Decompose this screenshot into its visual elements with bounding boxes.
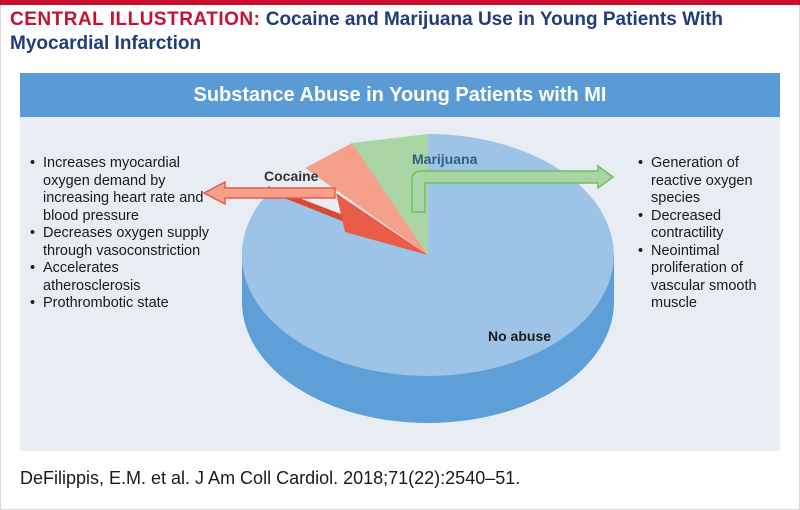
- label-cocaine: Cocaine: [264, 168, 319, 184]
- cocaine-effect-item: Increases myocardial oxygen demand by in…: [30, 155, 215, 225]
- citation: DeFilippis, E.M. et al. J Am Coll Cardio…: [20, 468, 521, 488]
- panel-banner: Substance Abuse in Young Patients with M…: [20, 73, 780, 117]
- cocaine-effect-item: Decreases oxygen supply through vasocons…: [30, 225, 215, 260]
- accent-bar: [0, 0, 800, 5]
- pie-slice-no-abuse: [241, 134, 614, 376]
- pie-slice-marijuana: [352, 134, 428, 255]
- marijuana-effect-item: Generation of reactive oxygen species: [638, 155, 778, 208]
- cocaine-effects-list: Increases myocardial oxygen demand by in…: [30, 155, 215, 313]
- marijuana-effects-list: Generation of reactive oxygen species De…: [638, 155, 778, 313]
- label-marijuana: Marijuana: [412, 151, 478, 167]
- marijuana-arrow: [411, 164, 615, 213]
- cocaine-effect-item: Accelerates atherosclerosis: [30, 260, 215, 295]
- pie-slice-cocaine-cut: [336, 193, 428, 255]
- label-no-abuse: No abuse: [488, 328, 551, 344]
- cocaine-effect-item: Prothrombotic state: [30, 295, 215, 313]
- title-text: Cocaine and Marijuana Use in Young Patie…: [10, 9, 724, 54]
- title-lead: CENTRAL ILLUSTRATION:: [10, 9, 261, 30]
- pie-slice-cocaine: [305, 143, 428, 255]
- figure-title: CENTRAL ILLUSTRATION: Cocaine and Mariju…: [10, 8, 790, 56]
- marijuana-effect-item: Neointimal proliferation of vascular smo…: [638, 243, 778, 313]
- marijuana-effect-item: Decreased contractility: [638, 208, 778, 243]
